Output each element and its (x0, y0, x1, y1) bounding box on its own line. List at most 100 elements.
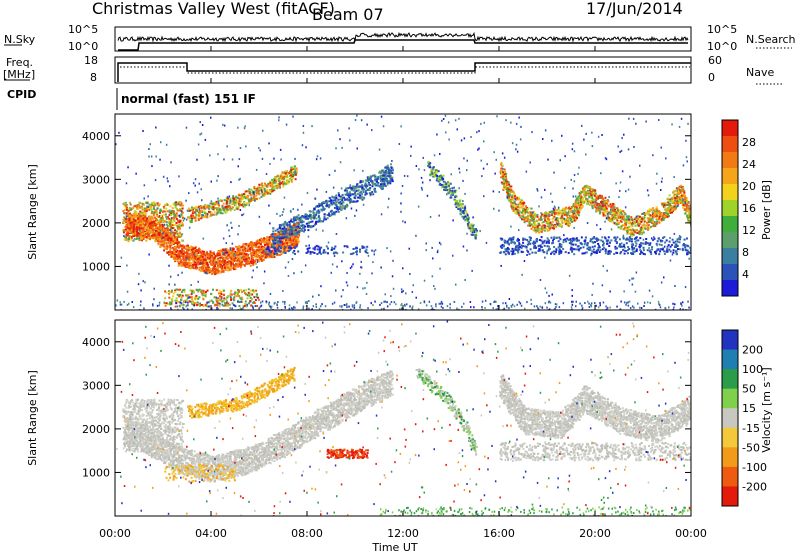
heatmap-cell (261, 194, 264, 197)
heatmap-cell (274, 233, 277, 236)
heatmap-cell (181, 207, 184, 210)
heatmap-cell (179, 219, 182, 222)
heatmap-cell (209, 270, 212, 273)
heatmap-cell (204, 291, 207, 293)
heatmap-cell (217, 207, 220, 209)
heatmap-cell (563, 211, 566, 214)
heatmap-cell (216, 271, 219, 274)
heatmap-cell (353, 193, 356, 196)
heatmap-cell (154, 238, 157, 241)
heatmap-cell (168, 217, 171, 220)
heatmap-cell (133, 205, 136, 208)
heatmap-cell (217, 259, 220, 262)
heatmap-cell (190, 219, 193, 222)
heatmap-cell (194, 251, 197, 254)
heatmap-cell (218, 289, 221, 292)
heatmap-cell (296, 216, 299, 219)
heatmap-cell (210, 214, 213, 217)
heatmap-cell (334, 195, 337, 198)
heatmap-cell (238, 246, 241, 249)
heatmap-cell (248, 294, 251, 297)
heatmap-cell (211, 256, 214, 259)
heatmap-cell (367, 183, 370, 186)
heatmap-cell (124, 228, 127, 231)
heatmap-cell (168, 233, 171, 236)
heatmap-cell (534, 225, 537, 228)
heatmap-cell (132, 231, 135, 234)
heatmap-cell (209, 267, 212, 270)
heatmap-cell (191, 265, 194, 268)
heatmap-cell (386, 164, 389, 167)
heatmap-cell (134, 213, 137, 216)
heatmap-cell (141, 212, 144, 215)
heatmap-cell (232, 195, 235, 198)
heatmap-cell (229, 256, 232, 259)
heatmap-cell (148, 208, 151, 211)
heatmap-cell (173, 256, 176, 259)
heatmap-cell (245, 289, 247, 292)
heatmap-cell (159, 208, 162, 211)
heatmap-cell (315, 211, 318, 214)
heatmap-cell (190, 221, 193, 224)
heatmap-cell (195, 267, 198, 270)
heatmap-cell (281, 180, 284, 183)
heatmap-cell (297, 230, 300, 233)
heatmap-cell (224, 210, 227, 213)
heatmap-cell (273, 187, 276, 190)
heatmap-cell (171, 221, 174, 224)
heatmap-cell (188, 262, 191, 265)
heatmap-cell (246, 297, 249, 300)
heatmap-cell (269, 180, 272, 183)
heatmap-cell (142, 238, 145, 240)
heatmap-cell (324, 201, 326, 203)
heatmap-cell (161, 216, 164, 219)
heatmap-cell (169, 243, 172, 246)
heatmap-cell (180, 253, 183, 256)
heatmap-cell (220, 249, 222, 252)
heatmap-cell (166, 229, 169, 232)
heatmap-cell (258, 186, 261, 189)
heatmap-cell (374, 190, 377, 193)
heatmap-cell (279, 175, 282, 178)
heatmap-cell (349, 193, 352, 196)
cpid-label: CPID (7, 88, 36, 101)
heatmap-cell (377, 177, 380, 180)
heatmap-cell (295, 173, 297, 176)
heatmap-cell (348, 195, 351, 198)
heatmap-cell (151, 221, 154, 224)
heatmap-cell (242, 254, 245, 257)
heatmap-cell (267, 247, 270, 250)
heatmap-cell (292, 218, 295, 221)
heatmap-cell (238, 194, 241, 197)
heatmap-cell (230, 289, 233, 292)
heatmap-cell (532, 229, 535, 232)
heatmap-cell (227, 197, 229, 200)
heatmap-cell (165, 223, 168, 226)
heatmap-cell (128, 208, 131, 211)
heatmap-cell (220, 267, 223, 270)
heatmap-cell (531, 214, 534, 217)
heatmap-cell (354, 194, 357, 197)
heatmap-cell (224, 211, 227, 214)
heatmap-cell (299, 216, 302, 219)
heatmap-cell (172, 232, 175, 235)
heatmap-cell (220, 295, 223, 298)
heatmap-cell (243, 201, 246, 204)
heatmap-cell (247, 198, 250, 201)
heatmap-cell (170, 233, 173, 236)
heatmap-cell (568, 222, 571, 225)
heatmap-cell (125, 217, 127, 220)
heatmap-cell (188, 266, 191, 269)
heatmap-cell (216, 262, 219, 265)
heatmap-cell (503, 184, 506, 187)
heatmap-cell (123, 238, 126, 241)
heatmap-cell (202, 304, 205, 307)
heatmap-cell (210, 211, 213, 214)
heatmap-cell (181, 224, 184, 227)
heatmap-cell (213, 304, 216, 307)
heatmap-cell (149, 220, 152, 223)
heatmap-cell (236, 208, 239, 211)
heatmap-cell (380, 178, 383, 181)
